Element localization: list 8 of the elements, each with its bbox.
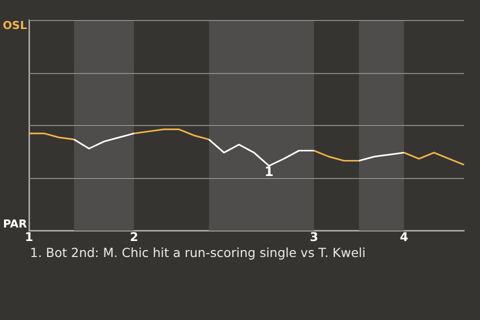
x-tick-label: 4 [400, 230, 408, 244]
text: PAR [2, 217, 28, 230]
x-tick-label: 3 [310, 230, 318, 244]
x-tick-label: 1 [24, 230, 34, 244]
text: OSL [2, 18, 27, 32]
x-tick-label: 2 [130, 230, 138, 244]
annotation: 1 [264, 165, 274, 180]
text: 1. Bot 2nd: M. Chic hit a run-scoring single vs T. Kweli [30, 245, 366, 260]
